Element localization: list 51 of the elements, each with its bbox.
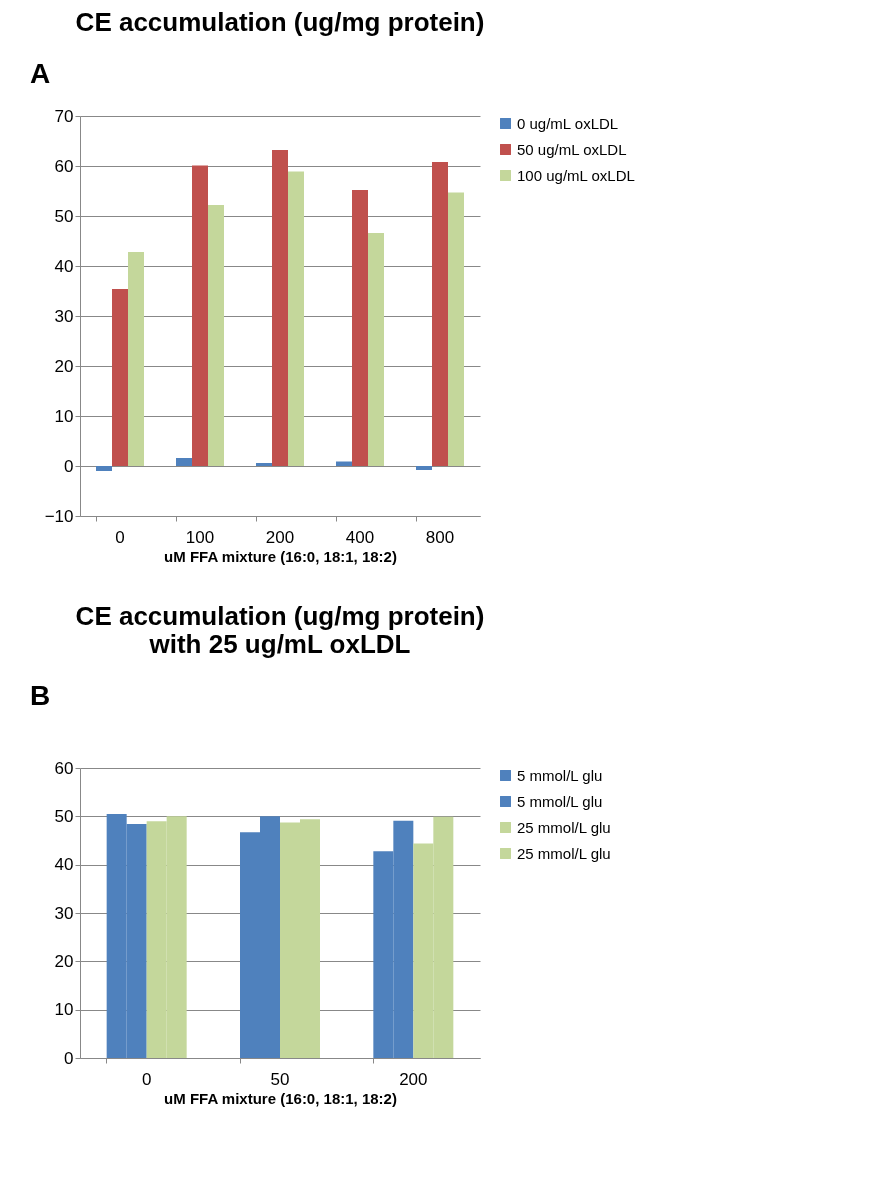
- y-tick-label: 50: [54, 206, 74, 226]
- legend-label: 5 mmol/L glu: [517, 766, 603, 784]
- x-tick-label: 0: [141, 1069, 152, 1089]
- y-tick-label: 20: [54, 951, 74, 971]
- chart-title: CE accumulation (ug/mg protein): [75, 7, 485, 37]
- text: B: [30, 680, 51, 711]
- legend-label: 100 ug/mL oxLDL: [517, 166, 635, 184]
- legend-label: 25 mmol/L glu: [517, 844, 611, 862]
- bar: [128, 252, 144, 466]
- x-tick-label: 400: [345, 527, 375, 547]
- y-tick-label: 50: [54, 806, 74, 826]
- y-tick-label: 60: [54, 156, 74, 176]
- y-tick-label: 20: [54, 356, 74, 376]
- y-tick-label: 40: [54, 855, 74, 875]
- y-tick-label: 70: [54, 106, 74, 126]
- bar: [256, 463, 272, 466]
- x-tick-label: 200: [265, 527, 295, 547]
- chart-title: CE accumulation (ug/mg protein) with 25 ug/mL oxLDL: [75, 601, 485, 659]
- bar: [288, 171, 304, 466]
- y-tick-label: 0: [64, 456, 74, 476]
- bar: [416, 466, 432, 470]
- bar: [432, 162, 448, 466]
- bar: [192, 165, 208, 466]
- y-tick-label: 60: [54, 758, 74, 778]
- legend-label: 50 ug/mL oxLDL: [517, 140, 627, 158]
- bar: [272, 150, 288, 466]
- y-tick-label: 30: [54, 903, 74, 923]
- bar: [112, 289, 128, 466]
- y-tick-label: 10: [54, 1000, 74, 1020]
- x-tick-label: 50: [270, 1069, 290, 1089]
- bar: [448, 192, 464, 466]
- x-axis-title: uM FFA mixture (16:0, 18:1, 18:2): [164, 1089, 397, 1107]
- y-tick-label: 10: [54, 406, 74, 426]
- text: A: [30, 58, 51, 89]
- legend-label: 5 mmol/L glu: [517, 792, 603, 810]
- bar: [176, 458, 192, 466]
- x-tick-label: 200: [399, 1069, 428, 1089]
- legend-label: 25 mmol/L glu: [517, 818, 611, 836]
- x-axis-title: uM FFA mixture (16:0, 18:1, 18:2): [164, 547, 397, 565]
- y-tick-label: −10: [44, 506, 74, 526]
- x-tick-label: 100: [185, 527, 215, 547]
- bar: [368, 233, 384, 466]
- y-tick-label: 30: [54, 306, 74, 326]
- y-tick-label: 40: [54, 256, 74, 276]
- bar: [208, 205, 224, 466]
- y-tick-label: 0: [64, 1048, 74, 1068]
- bar: [352, 190, 368, 466]
- legend-label: 0 ug/mL oxLDL: [517, 114, 619, 132]
- bar: [96, 466, 112, 471]
- x-tick-label: 0: [115, 527, 125, 547]
- x-tick-label: 800: [425, 527, 455, 547]
